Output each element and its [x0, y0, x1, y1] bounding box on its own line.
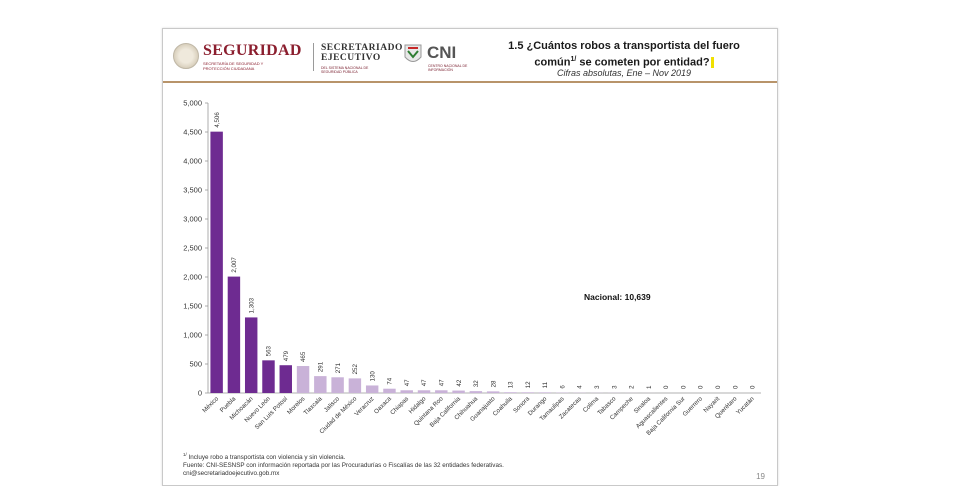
bar	[366, 385, 378, 393]
category-label: Veracruz	[353, 395, 375, 417]
data-label: 130	[369, 371, 376, 382]
y-tick-label: 3,500	[183, 186, 202, 195]
y-tick-label: 5,000	[183, 99, 202, 108]
bar	[504, 392, 516, 393]
bar	[245, 317, 257, 393]
data-label: 0	[732, 385, 739, 389]
data-label: 2	[629, 385, 636, 389]
bar	[418, 390, 430, 393]
bar	[539, 392, 551, 393]
category-label: Coahuila	[492, 395, 515, 418]
y-tick-label: 2,500	[183, 244, 202, 253]
data-label: 0	[698, 385, 705, 389]
y-tick-label: 0	[198, 389, 202, 398]
category-label: Yucatán	[735, 395, 756, 416]
data-label: 12	[525, 381, 532, 388]
data-label: 4	[577, 385, 584, 389]
y-tick-label: 1,000	[183, 331, 202, 340]
bar	[521, 392, 533, 393]
bar	[280, 365, 292, 393]
data-label: 271	[335, 362, 342, 373]
y-tick-label: 4,500	[183, 128, 202, 137]
data-label: 11	[542, 381, 549, 388]
slide: SEGURIDAD SECRETARÍA DE SEGURIDAD Y PROT…	[162, 28, 778, 486]
category-label: Tlaxcala	[302, 395, 324, 417]
footnote-email: cni@secretariadoejecutivo.gob.mx	[183, 470, 504, 478]
bar	[297, 366, 309, 393]
y-tick-label: 3,000	[183, 215, 202, 224]
data-label: 479	[283, 350, 290, 361]
data-label: 42	[456, 379, 463, 386]
data-label: 1,303	[248, 297, 255, 313]
data-label: 47	[438, 379, 445, 386]
bar	[452, 391, 464, 393]
data-label: 28	[490, 380, 497, 387]
data-label: 47	[421, 379, 428, 386]
bar	[331, 377, 343, 393]
y-tick-label: 4,000	[183, 157, 202, 166]
data-label: 0	[663, 385, 670, 389]
bar	[487, 391, 499, 393]
data-label: 6	[559, 385, 566, 389]
data-label: 465	[300, 351, 307, 362]
category-label: Guerrero	[681, 395, 704, 418]
category-label: México	[201, 395, 220, 414]
y-tick-label: 500	[189, 360, 202, 369]
data-label: 563	[266, 345, 273, 356]
data-label: 32	[473, 380, 480, 387]
data-label: 74	[387, 377, 394, 384]
footnote-1-text: Incluye robo a transportista con violenc…	[187, 454, 346, 461]
bar	[314, 376, 326, 393]
bar	[435, 390, 447, 393]
data-label: 0	[680, 385, 687, 389]
data-label: 13	[508, 381, 515, 388]
bar	[228, 277, 240, 393]
y-tick-label: 2,000	[183, 273, 202, 282]
data-label: 2,007	[231, 257, 238, 273]
data-label: 4,506	[214, 112, 221, 128]
bar-chart: 0 500 1,000 1,500 2,000 2,500 3,000 3,500 4,000 4…	[163, 29, 777, 449]
bar	[262, 360, 274, 393]
footnote-1: 1/ Incluye robo a transportista con viol…	[183, 451, 504, 462]
data-label: 1	[646, 385, 653, 389]
bar	[210, 132, 222, 393]
data-label: 47	[404, 379, 411, 386]
data-label: 0	[750, 385, 757, 389]
category-label: Chiapas	[389, 395, 410, 416]
footnote-source: Fuente: CNI-SESNSP con información repor…	[183, 462, 504, 470]
bar	[470, 391, 482, 393]
y-tick-label: 1,500	[183, 302, 202, 311]
data-label: 3	[611, 385, 618, 389]
data-label: 291	[318, 361, 325, 372]
bar	[401, 390, 413, 393]
nacional-total-annotation: Nacional: 10,639	[584, 292, 651, 302]
footnotes: 1/ Incluye robo a transportista con viol…	[183, 451, 504, 478]
data-label: 0	[715, 385, 722, 389]
page-number: 19	[756, 472, 765, 481]
bar	[349, 378, 361, 393]
bar	[383, 389, 395, 393]
data-label: 3	[594, 385, 601, 389]
data-label: 252	[352, 364, 359, 375]
